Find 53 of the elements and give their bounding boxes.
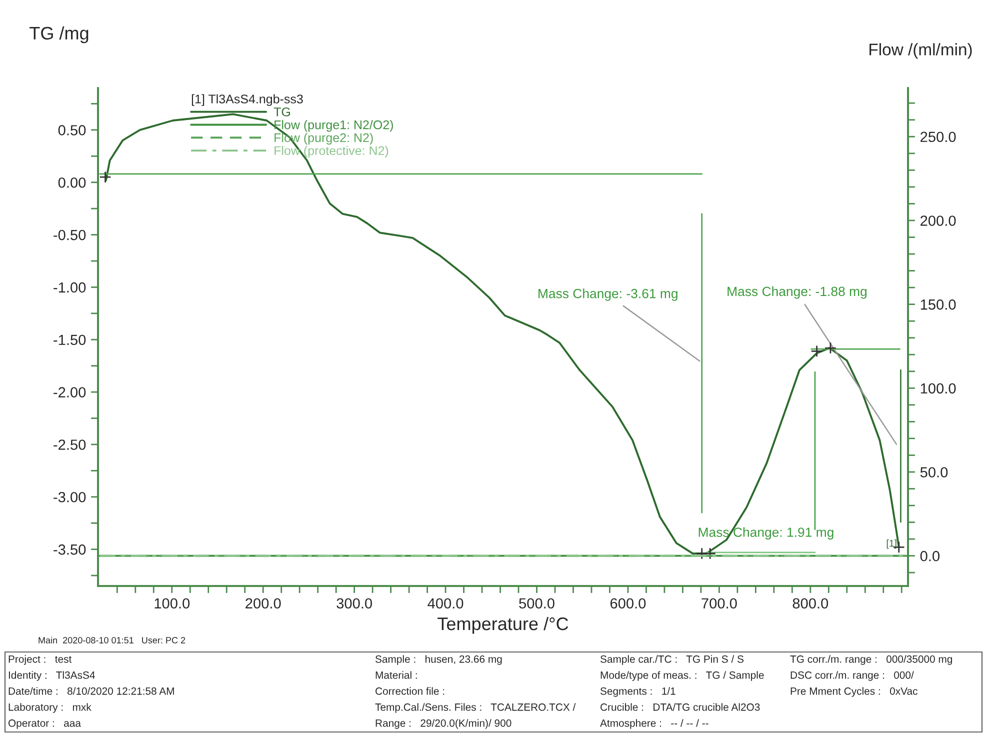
text: Operator : aaa (8, 719, 81, 729)
text: Segments : 1/1 (600, 687, 676, 697)
text: Atmosphere : -- / -- / -- (600, 719, 708, 729)
y-tick-label: 0.50 (58, 125, 86, 136)
y2-tick-label: 250.0 (920, 132, 956, 142)
annotation: Mass Change: 1.91 mg (698, 527, 834, 540)
x-axis-title: Temperature /°C (438, 616, 568, 634)
annotation: Mass Change: -3.61 mg (538, 288, 678, 301)
x-tick-label: 800.0 (792, 598, 828, 609)
text: Flow (protective: N2) (274, 146, 388, 158)
y-tick-label: 0.00 (58, 177, 86, 188)
legend-title: [1] Tl3AsS4.ngb-ss3 (192, 94, 303, 106)
y2-axis-title: Flow /(ml/min) (870, 43, 972, 59)
y-tick-label: -2.00 (54, 387, 86, 398)
y-tick-label: -3.00 (54, 492, 86, 502)
x-tick-label: 700.0 (702, 598, 737, 609)
y-tick-label: -0.50 (54, 230, 86, 240)
text: Laboratory : mxk (8, 703, 92, 713)
y-tick-label: -1.50 (54, 334, 86, 346)
y-tick-label: -1.00 (54, 282, 86, 293)
y2-tick-label: 0.0 (920, 550, 940, 562)
x-tick-label: 500.0 (519, 598, 554, 609)
text: Range : 29/20.0(K/min)/ 900 (376, 719, 512, 729)
annotation: Mass Change: -1.88 mg (728, 286, 867, 299)
annotation: [1] (886, 540, 896, 549)
text: Crucible : DTA/TG crucible Al2O3 (600, 703, 760, 711)
x-tick-label: 100.0 (154, 598, 190, 609)
y-axis-title: TG /mg (30, 26, 88, 44)
text: Temp.Cal./Sens. Files : TCALZERO.TCX / (375, 703, 576, 713)
y2-tick-label: 100.0 (920, 383, 956, 394)
y2-tick-label: 150.0 (920, 299, 956, 310)
text: Date/time : 8/10/2020 12:21:58 AM (8, 687, 174, 695)
text: Correction file : (376, 687, 444, 695)
text: Material : (376, 671, 417, 679)
y2-tick-label: 200.0 (920, 216, 956, 226)
x-tick-label: 300.0 (336, 598, 372, 609)
series-label: TG (274, 107, 290, 116)
text: Sample car./TC : TG Pin S / S (600, 655, 744, 665)
text: Identity : Tl3AsS4 (8, 671, 95, 681)
y-tick-label: -2.50 (54, 440, 86, 450)
text: Sample : husen, 23.66 mg (375, 655, 502, 665)
text: TG corr./m. range : 000/35000 mg (790, 655, 952, 665)
text: DSC corr./m. range : 000/ (790, 671, 914, 681)
x-tick-label: 400.0 (428, 598, 464, 609)
text: Pre Mment Cycles : 0xVac (790, 687, 918, 697)
y2-tick-label: 50.0 (920, 467, 948, 478)
text: Mode/type of meas. : TG / Sample (600, 671, 764, 681)
text: Project : test (8, 655, 72, 665)
x-tick-label: 600.0 (610, 598, 646, 609)
y-tick-label: -3.50 (54, 544, 86, 555)
text: Flow (purge1: N2/O2) (274, 120, 393, 132)
text: Main 2020-08-10 01:51 User: PC 2 (38, 636, 186, 644)
x-tick-label: 200.0 (246, 598, 281, 609)
